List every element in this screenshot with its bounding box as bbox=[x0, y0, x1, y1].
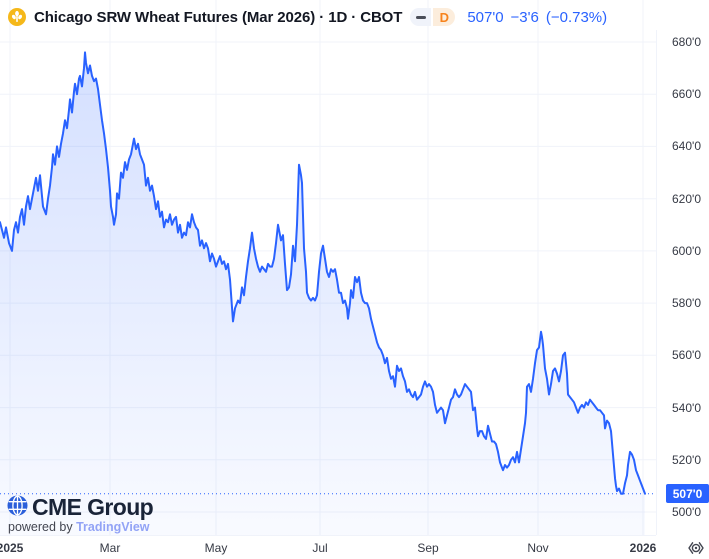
globe-icon bbox=[7, 495, 28, 521]
x-axis-label: Nov bbox=[527, 541, 549, 555]
y-axis-label: 540'0 bbox=[672, 400, 701, 415]
y-axis-label: 620'0 bbox=[672, 191, 701, 206]
settings-icon bbox=[688, 542, 704, 554]
price-readout: 507'0 −3'6 (−0.73%) bbox=[467, 9, 614, 26]
y-axis-label: 560'0 bbox=[672, 348, 701, 363]
time-axis-separator bbox=[0, 535, 656, 536]
price-line-path bbox=[0, 51, 646, 495]
collapse-button[interactable] bbox=[410, 8, 432, 26]
last-price: 507'0 bbox=[467, 8, 504, 26]
tradingview-link[interactable]: TradingView bbox=[76, 520, 150, 534]
x-axis-label: 2026 bbox=[629, 541, 657, 555]
y-axis-label: 520'0 bbox=[672, 452, 701, 467]
last-price-badge: 507'0 bbox=[666, 484, 709, 504]
y-axis-label: 660'0 bbox=[672, 87, 701, 102]
settings-button[interactable] bbox=[687, 539, 705, 557]
y-axis-label: 640'0 bbox=[672, 139, 701, 154]
y-axis-label: 600'0 bbox=[672, 243, 701, 258]
powered-by: powered by TradingView bbox=[8, 520, 150, 534]
price-axis-separator bbox=[656, 30, 657, 535]
wheat-symbol-icon[interactable] bbox=[8, 8, 26, 26]
price-change: −3'6 bbox=[510, 8, 539, 26]
x-axis-label: Mar bbox=[99, 541, 121, 555]
chart-header: Chicago SRW Wheat Futures (Mar 2026) · 1… bbox=[8, 6, 614, 28]
interval-button[interactable]: D bbox=[433, 8, 456, 26]
y-axis-label: 680'0 bbox=[672, 35, 701, 49]
x-axis-label: May bbox=[204, 541, 228, 555]
minus-icon bbox=[415, 15, 426, 19]
chart-title[interactable]: Chicago SRW Wheat Futures (Mar 2026) · 1… bbox=[34, 8, 403, 26]
interval-pill: D bbox=[410, 8, 456, 26]
y-axis-label: 500'0 bbox=[672, 505, 701, 519]
cme-group-logo[interactable]: CME Group bbox=[7, 494, 154, 521]
x-axis-label: Sep bbox=[417, 541, 439, 555]
y-axis-label: 580'0 bbox=[672, 296, 701, 311]
price-change-pct: (−0.73%) bbox=[545, 8, 608, 26]
x-axis-label: 2025 bbox=[0, 541, 24, 555]
area-fill bbox=[0, 52, 645, 536]
x-axis-label: Jul bbox=[312, 541, 328, 555]
cme-group-label: CME Group bbox=[32, 494, 154, 520]
powered-by-label: powered by bbox=[8, 520, 73, 534]
